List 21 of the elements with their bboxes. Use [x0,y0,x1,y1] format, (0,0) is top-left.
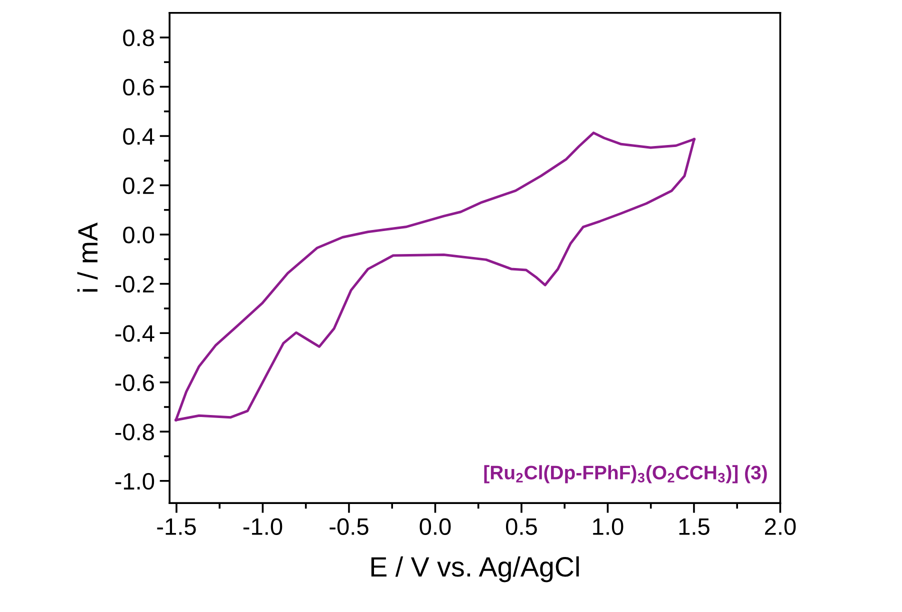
y-tick-label: -0.6 [115,374,154,392]
y-tick-label: -0.8 [115,424,154,440]
y-tick-label: -1.0 [115,472,154,490]
y-tick-label: 0.0 [123,226,154,244]
x-tick-label: 1.5 [679,518,710,535]
x-tick-label: 0.5 [506,518,537,535]
x-tick-label: -1.5 [157,518,196,535]
y-tick-label: 0.6 [123,78,154,96]
y-axis-title: i / mA [77,222,98,292]
y-tick-label: 0.4 [123,128,154,145]
y-tick-label: 0.2 [123,177,154,194]
text: [Ru$_{2}$Cl(Dp-FPhF)$_{3}$(O$_{2}$CCH$_{3}$)] (3) [484,465,767,484]
x-tick-label: -0.5 [330,518,368,535]
x-axis-title: E / V vs. Ag/AgCl [371,556,579,582]
y-tick-label: -0.4 [115,325,154,342]
x-tick-label: 0.0 [420,518,451,535]
y-tick-label: 0.8 [123,30,154,46]
x-tick-label: 2.0 [765,518,796,535]
x-tick-label: -1.0 [243,518,282,535]
x-tick-label: 1.0 [593,518,624,535]
y-tick-label: -0.2 [115,276,154,293]
